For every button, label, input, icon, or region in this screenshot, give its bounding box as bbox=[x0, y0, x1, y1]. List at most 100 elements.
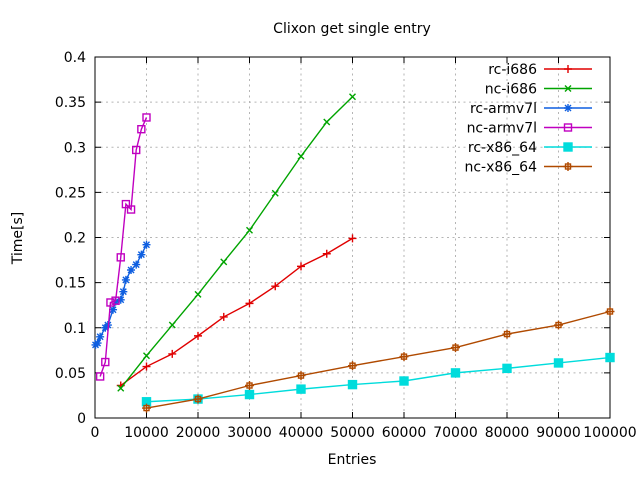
data-point-marker bbox=[194, 290, 202, 298]
x-tick-label: 60000 bbox=[382, 425, 427, 441]
data-point-marker bbox=[564, 163, 572, 170]
data-point-marker bbox=[450, 368, 461, 378]
data-point-marker bbox=[143, 404, 150, 412]
data-point-marker bbox=[111, 296, 120, 305]
legend-label: rc-i686 bbox=[488, 62, 537, 78]
series-nc-armv7l bbox=[95, 113, 151, 381]
series-line bbox=[120, 237, 353, 387]
data-point-marker bbox=[96, 332, 105, 341]
x-tick-label: 10000 bbox=[124, 425, 169, 441]
data-point-marker bbox=[219, 312, 228, 321]
chart-title: Clixon get single entry bbox=[273, 21, 431, 37]
data-point-marker bbox=[220, 258, 228, 266]
data-point-marker bbox=[168, 349, 177, 358]
data-point-marker bbox=[563, 123, 573, 132]
data-point-marker bbox=[564, 85, 572, 92]
data-point-marker bbox=[194, 331, 202, 340]
data-point-marker bbox=[245, 299, 254, 308]
data-point-marker bbox=[121, 199, 131, 209]
x-tick-label: 50000 bbox=[330, 425, 375, 441]
data-point-marker bbox=[143, 352, 150, 360]
data-point-marker bbox=[116, 253, 125, 262]
data-point-marker bbox=[194, 395, 202, 403]
data-point-marker bbox=[349, 362, 356, 369]
data-point-marker bbox=[121, 275, 130, 284]
y-tick-label: 0.25 bbox=[55, 185, 86, 201]
x-tick-label: 20000 bbox=[176, 425, 221, 441]
y-tick-label: 0 bbox=[77, 411, 86, 427]
data-point-marker bbox=[323, 118, 331, 126]
plot-area: 0 10000 20000 30000 40000 50000 60000 70000 8000… bbox=[55, 50, 637, 441]
y-tick-label: 0.05 bbox=[55, 366, 86, 382]
data-point-marker bbox=[131, 145, 141, 155]
data-point-marker bbox=[271, 189, 279, 197]
data-point-marker bbox=[555, 321, 562, 329]
data-point-marker bbox=[297, 372, 305, 379]
y-tick-label: 0.35 bbox=[55, 95, 86, 111]
series-nc-i686 bbox=[117, 93, 356, 392]
legend-item-nc-armv7l: nc-armv7l bbox=[467, 121, 592, 137]
y-tick-label: 0.3 bbox=[64, 140, 86, 156]
data-point-marker bbox=[142, 240, 151, 249]
data-point-marker bbox=[246, 382, 253, 389]
series-line bbox=[146, 310, 611, 409]
data-point-marker bbox=[502, 363, 512, 374]
data-point-marker bbox=[322, 249, 331, 258]
data-point-marker bbox=[95, 372, 105, 381]
data-point-marker bbox=[348, 234, 357, 243]
x-tick-label: 80000 bbox=[485, 425, 530, 441]
data-point-marker bbox=[168, 321, 176, 329]
data-point-marker bbox=[246, 226, 253, 234]
data-point-marker bbox=[553, 358, 564, 368]
data-point-marker bbox=[137, 250, 146, 259]
plot-border bbox=[94, 56, 611, 419]
data-point-marker bbox=[271, 282, 280, 291]
x-tick-label: 100000 bbox=[583, 425, 636, 441]
legend-item-rc-i686: rc-i686 bbox=[488, 62, 592, 78]
data-point-marker bbox=[564, 65, 572, 73]
y-tick-label: 0.15 bbox=[55, 276, 86, 292]
x-tick-label: 30000 bbox=[227, 425, 272, 441]
data-point-marker bbox=[349, 93, 356, 101]
data-point-marker bbox=[116, 295, 125, 304]
legend-label: nc-i686 bbox=[485, 82, 537, 98]
data-point-marker bbox=[109, 305, 118, 314]
legend-label: nc-x86_64 bbox=[464, 160, 537, 176]
data-point-marker bbox=[296, 384, 306, 394]
legend-item-nc-i686: nc-i686 bbox=[485, 82, 592, 98]
data-point-marker bbox=[606, 308, 614, 315]
series-line bbox=[99, 117, 148, 377]
data-point-marker bbox=[111, 297, 120, 306]
data-point-marker bbox=[347, 379, 358, 390]
series-line bbox=[146, 356, 611, 403]
data-point-marker bbox=[93, 339, 102, 348]
data-point-marker bbox=[142, 362, 151, 371]
data-point-marker bbox=[400, 353, 408, 360]
y-axis-title: Time[s] bbox=[10, 212, 26, 265]
y-tick-label: 0.1 bbox=[64, 321, 86, 337]
legend-item-nc-x86_64: nc-x86_64 bbox=[464, 160, 592, 176]
data-point-marker bbox=[126, 205, 136, 214]
x-tick-label: 70000 bbox=[433, 425, 478, 441]
data-point-marker bbox=[297, 262, 305, 271]
data-point-marker bbox=[244, 389, 255, 400]
data-point-marker bbox=[452, 344, 459, 351]
data-point-marker bbox=[132, 260, 141, 269]
x-tick-label: 90000 bbox=[536, 425, 581, 441]
data-point-marker bbox=[127, 265, 136, 274]
series-line bbox=[120, 96, 353, 389]
data-point-marker bbox=[106, 298, 115, 307]
x-tick-label: 0 bbox=[91, 425, 100, 441]
series-nc-x86_64 bbox=[142, 307, 615, 413]
data-point-marker bbox=[119, 287, 128, 296]
legend-label: rc-x86_64 bbox=[468, 140, 537, 156]
data-point-marker bbox=[142, 113, 151, 122]
y-tick-label: 0.4 bbox=[64, 50, 86, 66]
data-point-marker bbox=[117, 384, 125, 392]
x-axis-title: Entries bbox=[328, 452, 377, 468]
series-rc-i686 bbox=[116, 234, 357, 390]
legend-item-rc-armv7l: rc-armv7l bbox=[470, 101, 592, 117]
data-point-marker bbox=[605, 352, 615, 363]
legend-item-rc-x86_64: rc-x86_64 bbox=[468, 140, 592, 156]
